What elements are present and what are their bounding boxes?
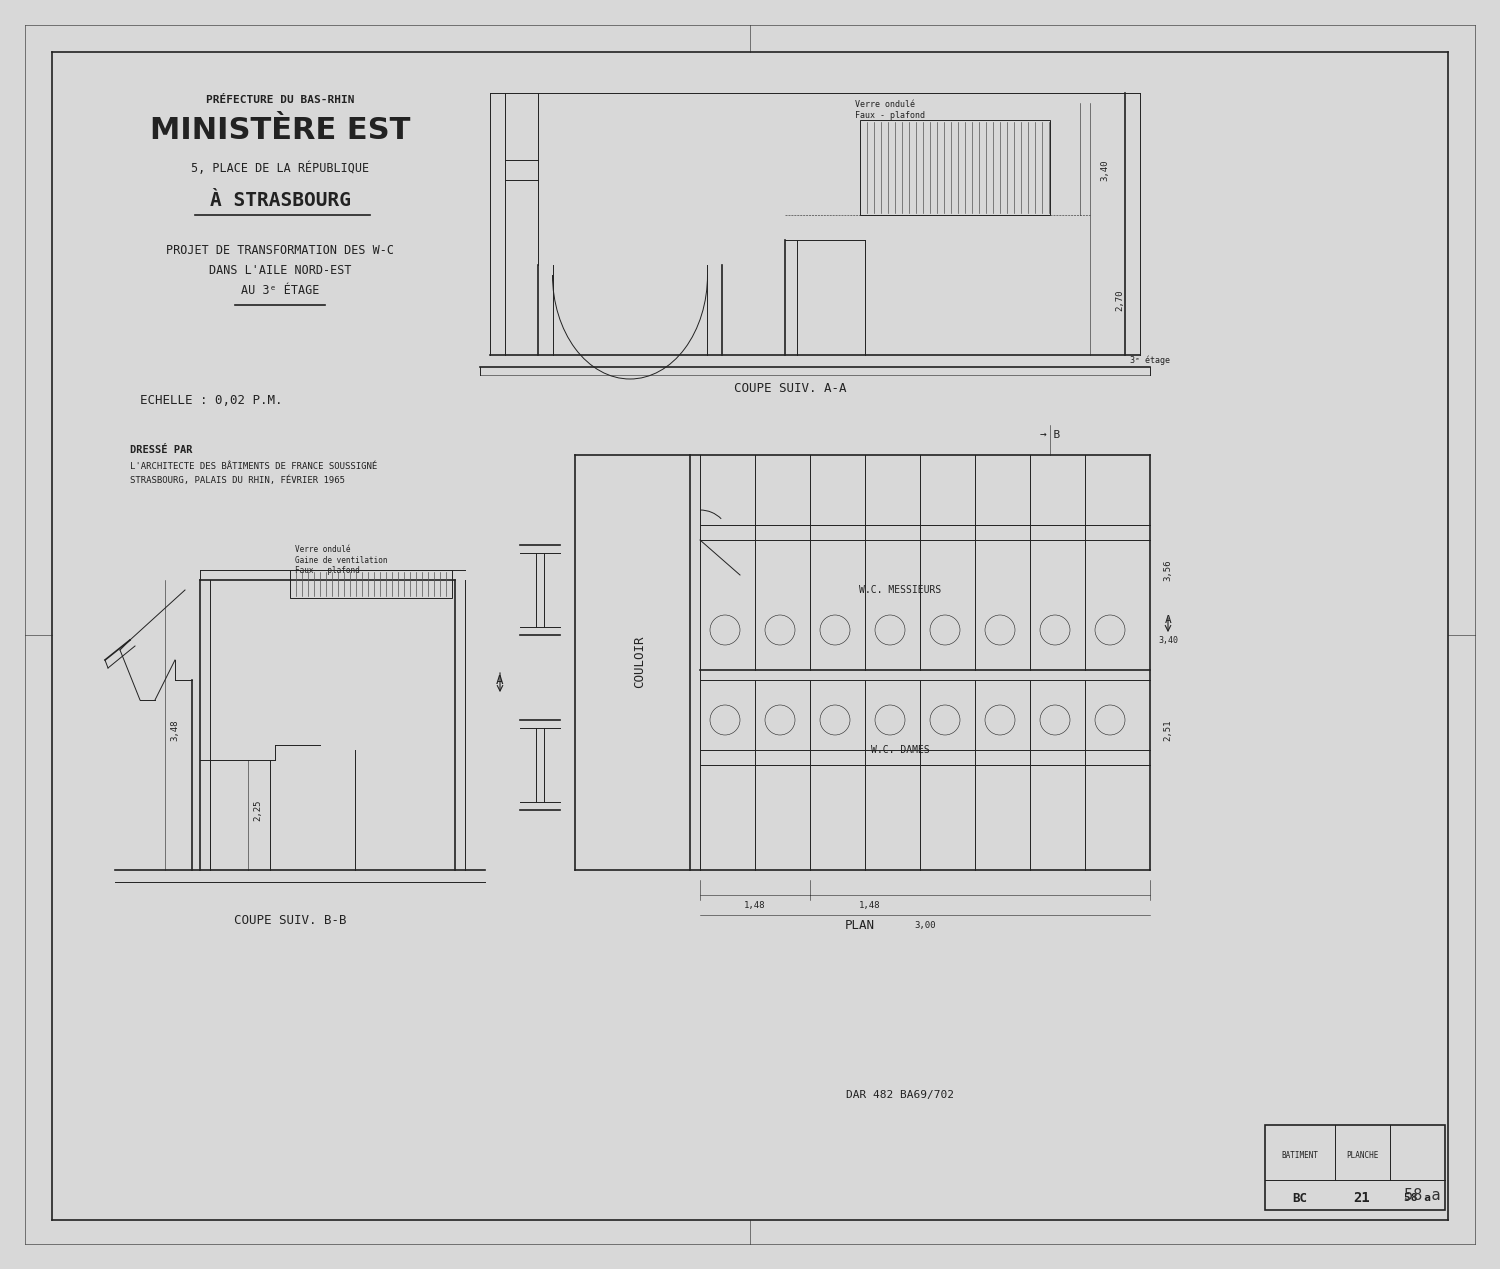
- Text: 2,25: 2,25: [254, 799, 262, 821]
- Text: DRESSÉ PAR: DRESSÉ PAR: [130, 445, 192, 456]
- Text: 1,48: 1,48: [859, 901, 880, 910]
- Text: 2,51: 2,51: [1164, 720, 1173, 741]
- Text: MINISTÈRE EST: MINISTÈRE EST: [150, 115, 410, 145]
- Text: W.C. MESSIEURS: W.C. MESSIEURS: [859, 585, 940, 595]
- Text: W.C. DAMES: W.C. DAMES: [870, 745, 930, 755]
- Text: L'ARCHITECTE DES BÂTIMENTS DE FRANCE SOUSSIGNÉ: L'ARCHITECTE DES BÂTIMENTS DE FRANCE SOU…: [130, 462, 378, 471]
- Text: 3ᵉ étage: 3ᵉ étage: [1130, 355, 1170, 364]
- Text: A: A: [496, 674, 504, 687]
- Text: DAR 482 BA69/702: DAR 482 BA69/702: [846, 1090, 954, 1100]
- Text: BC: BC: [1293, 1192, 1308, 1204]
- Text: PROJET DE TRANSFORMATION DES W-C: PROJET DE TRANSFORMATION DES W-C: [166, 244, 394, 256]
- Text: Verre ondulé
Faux - plafond: Verre ondulé Faux - plafond: [855, 100, 926, 119]
- Text: A: A: [1164, 615, 1172, 626]
- Text: 58 a: 58 a: [1404, 1188, 1440, 1203]
- Text: 21: 21: [1353, 1192, 1371, 1206]
- Text: 3,48: 3,48: [171, 720, 180, 741]
- Text: 1,48: 1,48: [744, 901, 766, 910]
- Text: COUPE SUIV. A-A: COUPE SUIV. A-A: [734, 382, 846, 395]
- Text: 3,40: 3,40: [1158, 636, 1178, 645]
- Text: STRASBOURG, PALAIS DU RHIN, FÉVRIER 1965: STRASBOURG, PALAIS DU RHIN, FÉVRIER 1965: [130, 476, 345, 485]
- Text: COULOIR: COULOIR: [633, 636, 646, 688]
- Text: 3,00: 3,00: [915, 920, 936, 929]
- Text: 3,56: 3,56: [1164, 560, 1173, 581]
- Text: DANS L'AILE NORD-EST: DANS L'AILE NORD-EST: [209, 264, 351, 277]
- Text: COUPE SUIV. B-B: COUPE SUIV. B-B: [234, 914, 346, 926]
- Text: À STRASBOURG: À STRASBOURG: [210, 190, 351, 209]
- Text: → B: → B: [1040, 430, 1060, 440]
- Bar: [290, 570, 452, 598]
- Text: 58 a: 58 a: [1404, 1193, 1431, 1203]
- Bar: [859, 121, 1050, 214]
- Text: Verre ondulé
Gaine de ventilation
Faux - plafond: Verre ondulé Gaine de ventilation Faux -…: [296, 546, 387, 575]
- Text: 5, PLACE DE LA RÉPUBLIQUE: 5, PLACE DE LA RÉPUBLIQUE: [190, 161, 369, 175]
- Text: BATIMENT: BATIMENT: [1281, 1151, 1318, 1160]
- Bar: [1264, 1126, 1444, 1211]
- Text: 3,40: 3,40: [1100, 159, 1108, 180]
- Text: 2,70: 2,70: [1114, 289, 1124, 311]
- Text: PLAN: PLAN: [844, 919, 874, 931]
- Text: PLANCHE: PLANCHE: [1346, 1151, 1378, 1160]
- Text: ECHELLE : 0,02 P.M.: ECHELLE : 0,02 P.M.: [140, 393, 282, 406]
- Text: PRÉFECTURE DU BAS-RHIN: PRÉFECTURE DU BAS-RHIN: [206, 95, 354, 105]
- Text: AU 3ᵉ ÉTAGE: AU 3ᵉ ÉTAGE: [242, 283, 320, 297]
